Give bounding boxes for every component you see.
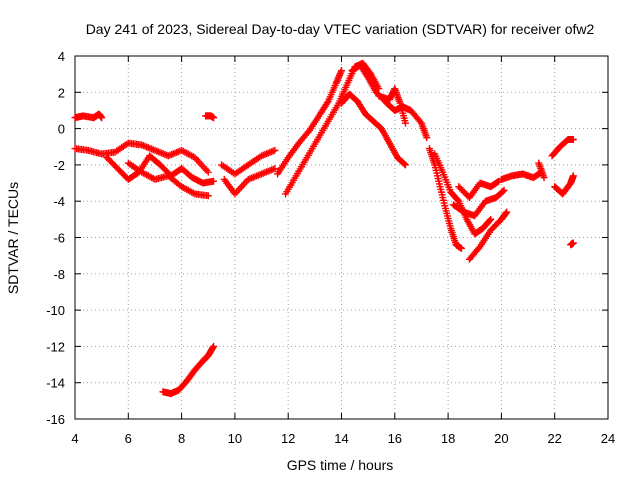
x-tick-label: 4 xyxy=(71,431,78,446)
data-point xyxy=(487,215,495,223)
x-tick-label: 10 xyxy=(228,431,242,446)
x-tick-label: 18 xyxy=(441,431,455,446)
data-point xyxy=(204,168,212,176)
x-axis-ticks: 4 6 8 10 12 14 16 18 20 22 24 xyxy=(71,56,615,446)
data-point xyxy=(210,114,218,122)
data-point xyxy=(338,67,345,75)
data-point xyxy=(475,244,483,252)
x-tick-label: 22 xyxy=(547,431,561,446)
y-axis-label: SDTVAR / TECUs xyxy=(5,182,21,294)
x-tick-label: 12 xyxy=(281,431,295,446)
data-point xyxy=(457,244,465,252)
y-tick-label: -4 xyxy=(53,194,65,209)
x-axis-label: GPS time / hours xyxy=(287,457,394,473)
data-point xyxy=(423,134,431,142)
data-point xyxy=(400,160,408,168)
x-tick-label: 24 xyxy=(601,431,615,446)
data-point xyxy=(323,99,331,107)
data-point xyxy=(210,342,218,350)
y-tick-label: -8 xyxy=(53,267,65,282)
y-axis-ticks: -16 -14 -12 -10 -8 -6 -4 -2 0 2 4 xyxy=(46,49,608,427)
data-point xyxy=(500,186,508,194)
data-points xyxy=(71,59,577,398)
y-tick-label: -10 xyxy=(46,303,65,318)
y-tick-label: 4 xyxy=(58,49,65,64)
data-point xyxy=(271,165,279,173)
data-point xyxy=(499,187,507,195)
data-point xyxy=(98,114,106,122)
data-point xyxy=(569,172,577,180)
x-tick-label: 20 xyxy=(494,431,508,446)
y-tick-label: -6 xyxy=(53,231,65,246)
y-tick-label: -12 xyxy=(46,339,65,354)
x-tick-label: 16 xyxy=(388,431,402,446)
data-point xyxy=(401,119,409,127)
data-point xyxy=(210,177,218,185)
data-point xyxy=(271,146,279,154)
grid-lines xyxy=(75,56,608,419)
data-point xyxy=(401,161,409,169)
data-point xyxy=(540,174,548,182)
y-tick-label: -14 xyxy=(46,376,65,391)
data-point xyxy=(304,128,312,136)
data-point xyxy=(569,135,577,143)
x-tick-label: 8 xyxy=(178,431,185,446)
y-tick-label: 0 xyxy=(58,122,65,137)
chart-title: Day 241 of 2023, Sidereal Day-to-day VTE… xyxy=(86,21,595,37)
y-tick-label: -16 xyxy=(46,412,65,427)
y-tick-label: 2 xyxy=(58,85,65,100)
data-point xyxy=(569,239,577,247)
data-point xyxy=(486,216,494,224)
data-point xyxy=(204,192,212,200)
x-tick-label: 6 xyxy=(125,431,132,446)
y-tick-label: -2 xyxy=(53,158,65,173)
data-point xyxy=(503,208,511,216)
x-tick-label: 14 xyxy=(334,431,348,446)
